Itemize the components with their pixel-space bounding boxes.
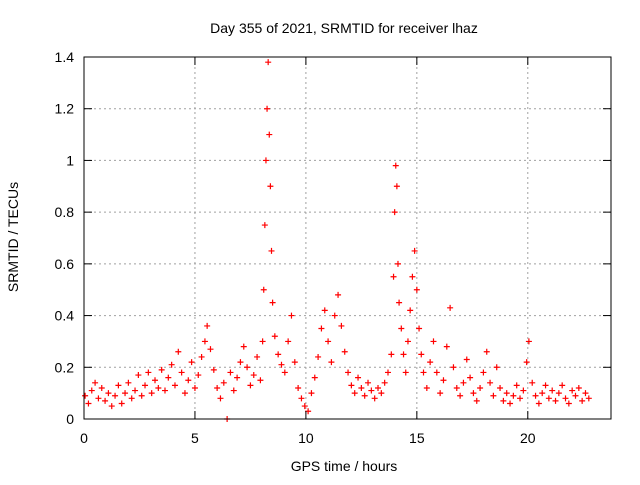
y-tick-label: 1.4: [55, 49, 75, 65]
chart-background: [0, 0, 640, 480]
y-tick-label: 0: [66, 411, 74, 427]
y-tick-label: 0.8: [55, 204, 75, 220]
srmtid-scatter-chart: 0 0.2 0.4 0.6 0.8 1 1.2 1.4 0 5 10 15 20 Day 355 of …: [0, 0, 640, 480]
chart-title: Day 355 of 2021, SRMTID for receiver lha…: [210, 20, 478, 36]
y-tick-label: 0.2: [55, 359, 75, 375]
x-tick-label: 15: [409, 430, 425, 446]
x-tick-label: 10: [298, 430, 314, 446]
y-tick-label: 1.2: [55, 101, 75, 117]
x-tick-label: 20: [520, 430, 536, 446]
x-tick-label: 0: [80, 430, 88, 446]
chart-svg: 0 0.2 0.4 0.6 0.8 1 1.2 1.4 0 5 10 15 20 Day 355 of …: [0, 0, 640, 480]
y-tick-label: 0.6: [55, 256, 75, 272]
y-tick-label: 1: [66, 152, 74, 168]
x-tick-label: 5: [191, 430, 199, 446]
y-axis-title: SRMTID / TECUs: [5, 182, 21, 292]
y-tick-label: 0.4: [55, 308, 75, 324]
x-axis-title: GPS time / hours: [291, 458, 398, 474]
